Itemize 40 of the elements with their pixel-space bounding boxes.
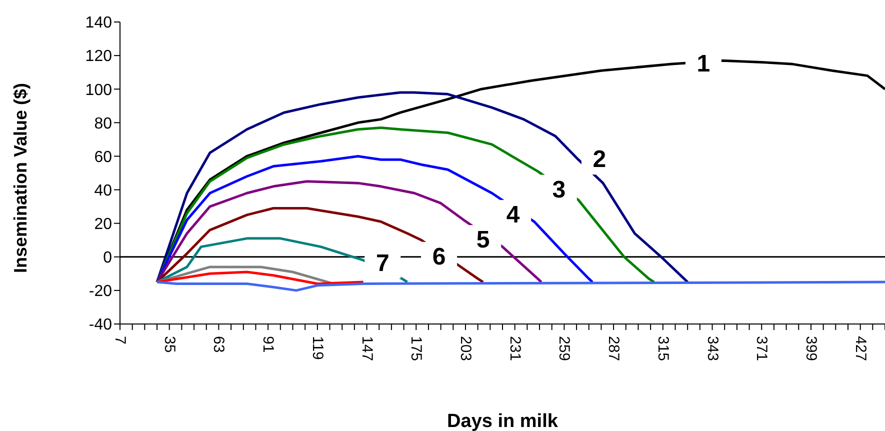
y-tick-label: 100 (85, 82, 112, 99)
x-tick-label: 7 (112, 336, 128, 344)
x-tick-label: 287 (605, 336, 622, 362)
x-tick-label: 119 (308, 336, 326, 360)
annotation: 5 (476, 226, 490, 254)
annotation: 7 (376, 250, 390, 278)
x-tick-label: 371 (753, 336, 770, 362)
x-tick-label: 35 (160, 336, 178, 353)
y-tick-label: 140 (85, 14, 112, 32)
line-series (156, 180, 543, 284)
annotation: 2 (592, 146, 606, 174)
annotation: 3 (552, 176, 566, 204)
x-tick-label: 91 (260, 336, 277, 353)
y-tick-label: 40 (94, 182, 112, 200)
x-tick-label: 259 (556, 336, 573, 362)
x-tick-label: 175 (408, 336, 425, 362)
x-tick-label: 231 (506, 336, 524, 362)
y-axis-title: Insemination Value ($) (10, 82, 30, 273)
annotation: 6 (432, 243, 446, 270)
line-series (156, 91, 689, 284)
y-tick-label: -40 (88, 316, 112, 334)
annotation: 4 (506, 201, 520, 228)
y-tick-label: -20 (88, 283, 112, 300)
y-tick-label: 20 (94, 216, 112, 234)
line-series (156, 154, 594, 284)
y-tick-label: 120 (85, 48, 112, 66)
x-tick-label: 203 (456, 336, 474, 362)
y-tick-label: 60 (94, 148, 112, 166)
x-tick-label: 315 (654, 336, 672, 362)
x-tick-label: 427 (852, 336, 869, 362)
annotation: 1 (696, 50, 710, 78)
x-tick-label: 343 (704, 336, 721, 362)
y-tick-label: 80 (94, 115, 112, 132)
line-series (156, 270, 364, 285)
x-axis-title: Days in milk (447, 411, 558, 431)
x-tick-label: 399 (802, 336, 820, 362)
y-tick-label: 0 (103, 250, 112, 267)
x-tick-label: 63 (210, 336, 228, 353)
x-tick-label: 147 (358, 336, 376, 362)
line-series (156, 280, 885, 292)
